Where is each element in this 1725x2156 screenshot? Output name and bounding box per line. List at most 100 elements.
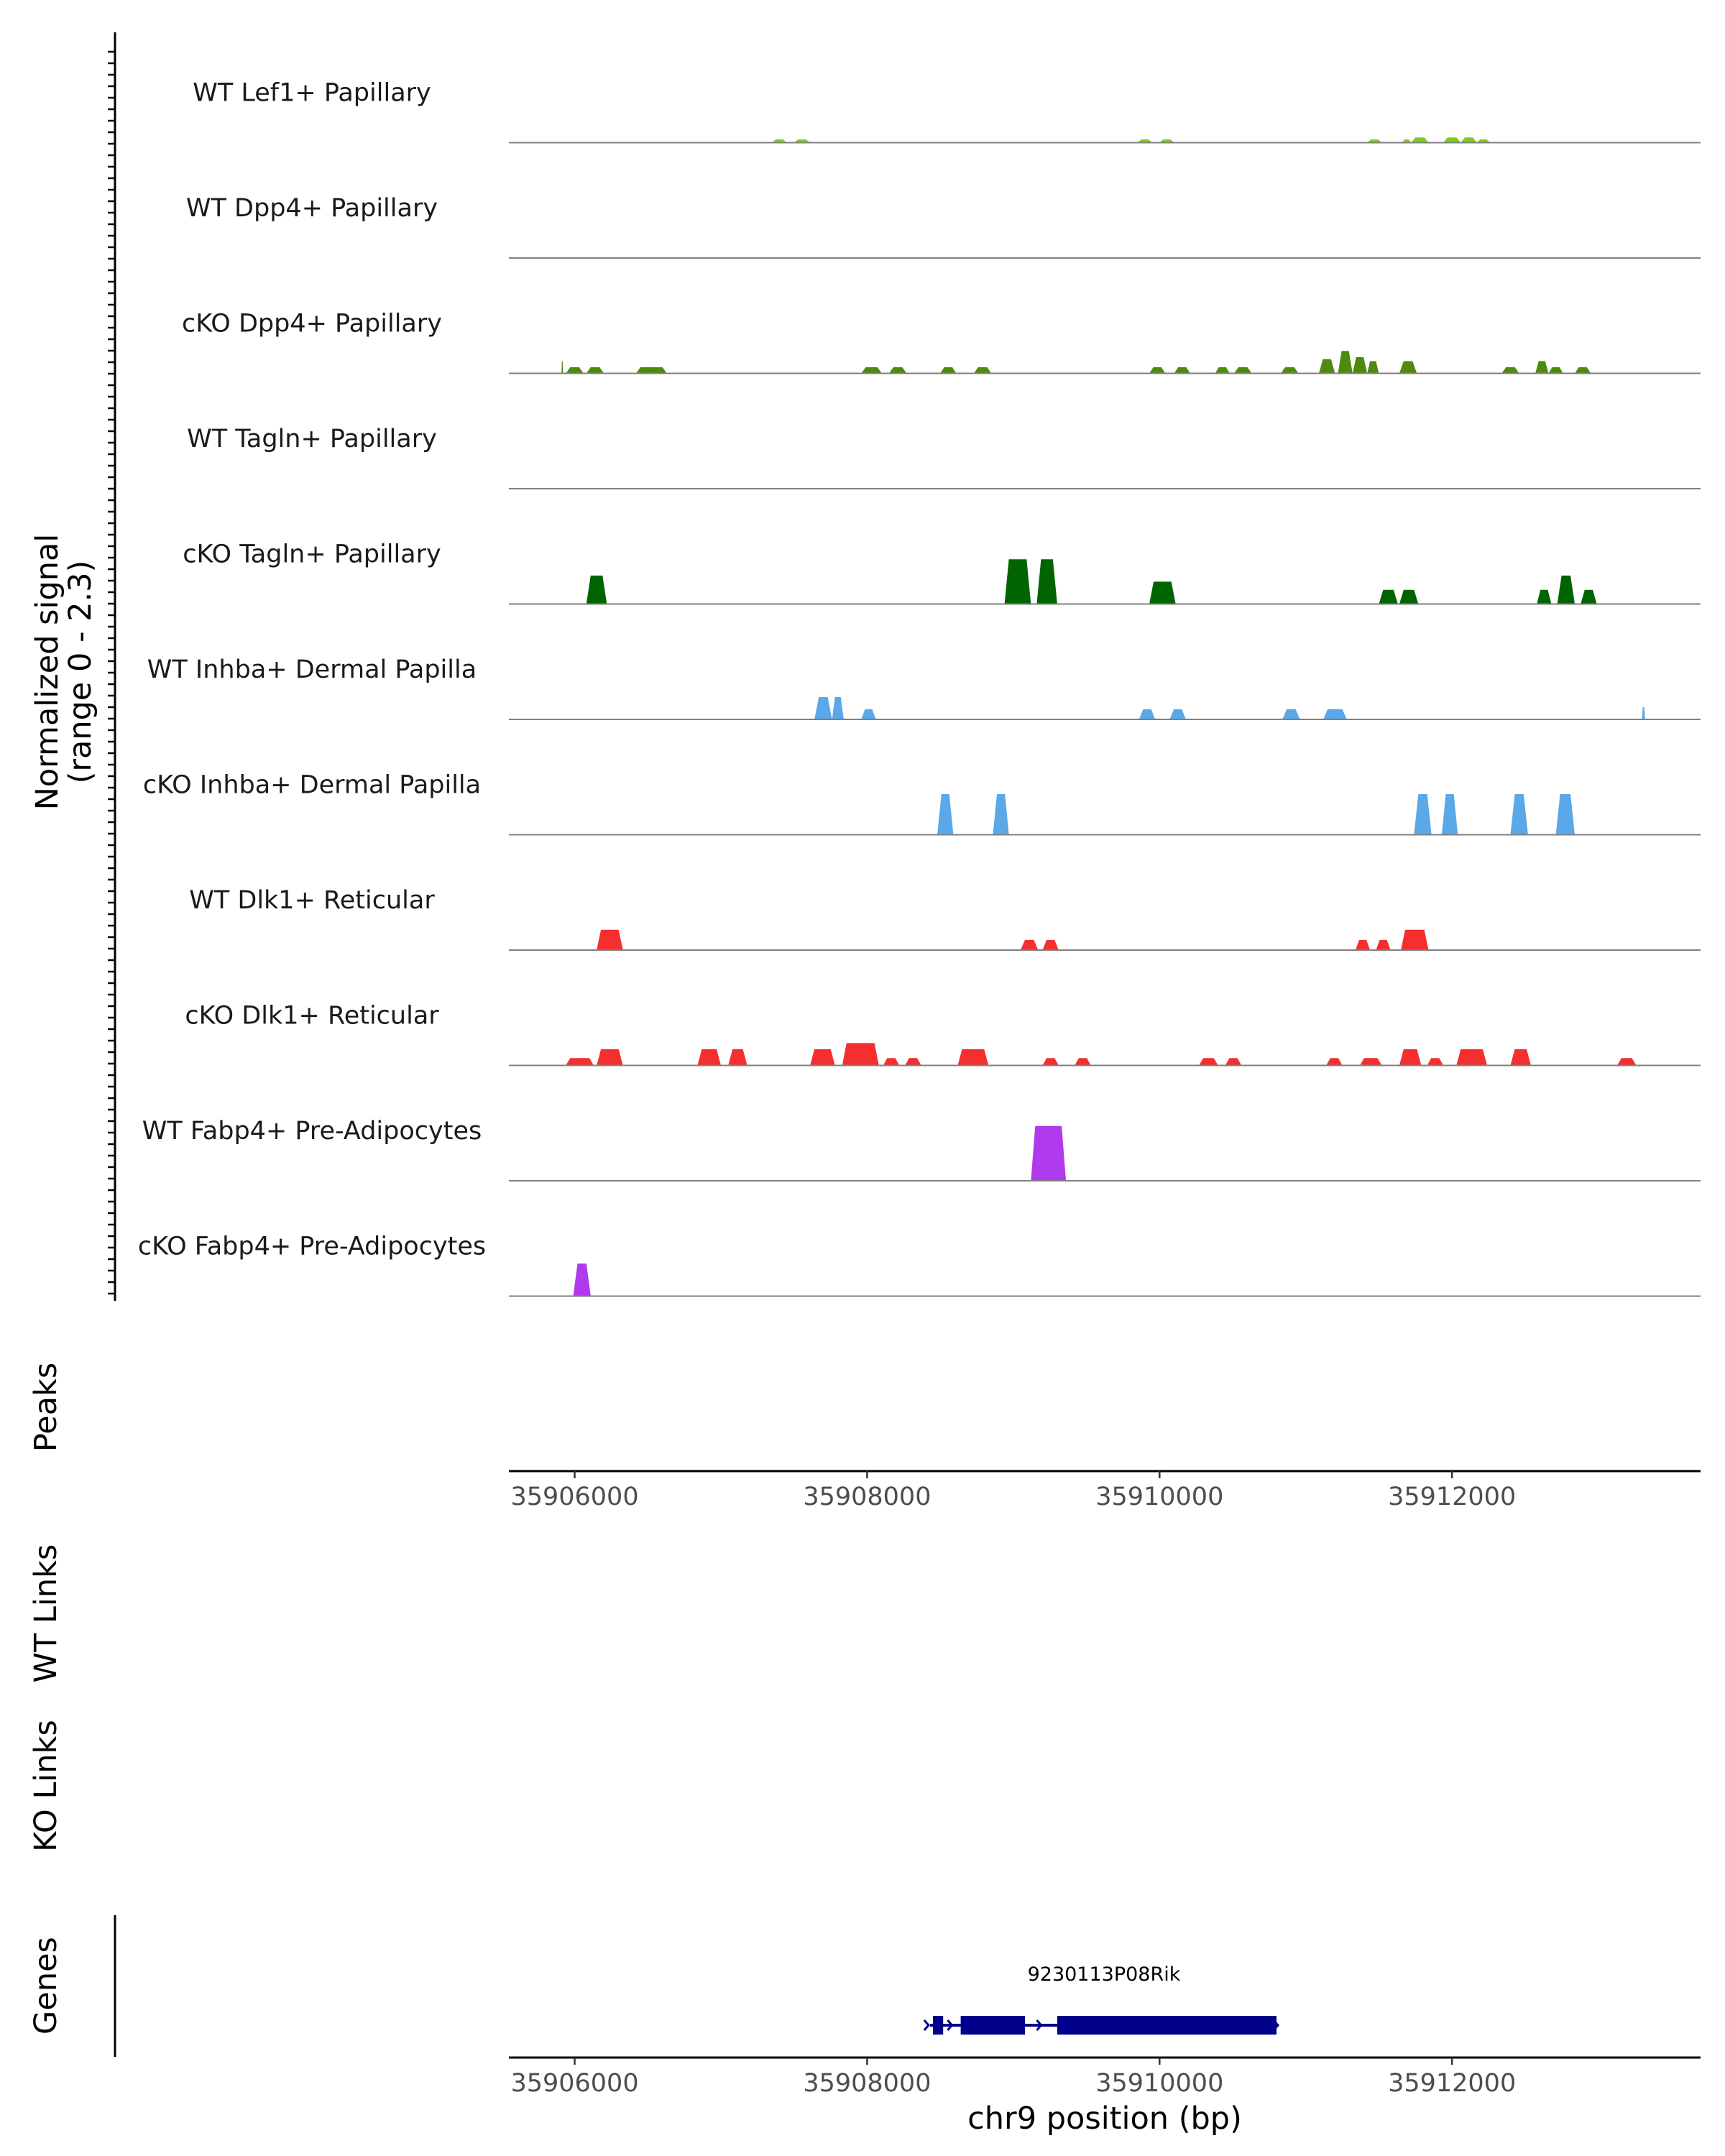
coverage-peak: [1379, 589, 1398, 604]
track-label: WT Lef1+ Papillary: [193, 79, 431, 108]
track-label: WT Dpp4+ Papillary: [186, 194, 438, 223]
strand-arrow: [947, 2019, 954, 2031]
coverage-peak: [937, 794, 954, 835]
genes-section-label: Genes: [28, 1937, 64, 2035]
coverage-peak: [1282, 709, 1300, 719]
coverage-peak: [888, 367, 907, 374]
coverage-peak: [1215, 367, 1230, 374]
coverage-peak: [1149, 581, 1176, 604]
coverage-peak: [1537, 589, 1552, 604]
coverage-peak: [1456, 1049, 1487, 1066]
track-8: cKO Dlk1+ Reticular: [185, 1002, 1701, 1067]
coverage-peak: [1174, 367, 1190, 374]
coverage-peak: [1617, 1058, 1637, 1066]
x-tick-label: 35908000: [803, 1483, 931, 1511]
coverage-peak: [772, 139, 787, 143]
signal-axis-label: Normalized signal: [29, 534, 65, 811]
track-label: WT Tagln+ Papillary: [187, 425, 437, 453]
track-label: cKO Dlk1+ Reticular: [185, 1002, 439, 1031]
coverage-peak: [1360, 1058, 1382, 1066]
track-6: cKO Inhba+ Dermal Papilla: [143, 771, 1701, 836]
coverage-peak: [1323, 709, 1347, 719]
coverage-peak: [1411, 137, 1429, 143]
coverage-peak: [1427, 1058, 1443, 1066]
genes-x-axis: 35906000 35908000 35910000 35912000: [509, 2056, 1701, 2098]
coverage-peak: [728, 1049, 748, 1066]
coverage-peak: [1199, 1058, 1218, 1066]
peaks-x-axis: 35906000 35908000 35910000 35912000: [509, 1470, 1701, 1511]
coverage-peak: [1042, 1058, 1059, 1066]
track-3: WT Tagln+ Papillary: [187, 425, 1701, 489]
wt-links-section-label: WT Links: [28, 1544, 64, 1683]
track-1: WT Dpp4+ Papillary: [186, 194, 1701, 259]
track-label: cKO Tagln+ Papillary: [183, 540, 441, 569]
x-tick-label: 35910000: [1095, 1483, 1223, 1511]
peaks-section-label: Peaks: [28, 1363, 64, 1452]
coverage-peak: [1581, 589, 1597, 604]
track-label: WT Inhba+ Dermal Papilla: [147, 655, 477, 684]
x-tick-label: 35906000: [510, 2069, 638, 2098]
coverage-peak: [1367, 139, 1382, 143]
track-10: cKO Fabp4+ Pre-Adipocytes: [138, 1233, 1701, 1297]
signal-y-axis-ticks: [108, 50, 115, 1295]
coverage-peak: [1401, 929, 1429, 950]
coverage-peak: [1441, 794, 1458, 835]
coverage-peak: [973, 367, 992, 374]
coverage-peak: [1399, 589, 1419, 604]
coverage-peak: [1137, 139, 1153, 143]
coverage-peak: [814, 696, 832, 719]
coverage-peak: [1501, 367, 1519, 374]
coverage-peak: [1138, 709, 1156, 719]
coverage-peak: [1355, 939, 1371, 950]
coverage-peak: [597, 929, 623, 950]
coverage-peak: [1036, 559, 1057, 604]
strand-arrow: [1272, 2019, 1280, 2031]
coverage-peak: [1510, 1049, 1531, 1066]
coverage-peak: [1414, 794, 1432, 835]
coverage-peak: [561, 361, 564, 374]
coverage-peak: [842, 1043, 879, 1066]
x-tick-label: 35910000: [1095, 2069, 1223, 2098]
strand-arrow: [923, 2019, 930, 2031]
x-tick-label: 35908000: [803, 2069, 931, 2098]
coverage-peak: [794, 139, 811, 143]
coverage-peak: [697, 1049, 721, 1066]
gene-name-label: 9230113P08Rik: [1028, 1963, 1181, 1986]
coverage-peak: [586, 367, 604, 374]
track-4: cKO Tagln+ Papillary: [183, 540, 1701, 605]
x-tick-label: 35912000: [1388, 1483, 1516, 1511]
coverage-peak: [832, 696, 844, 719]
coverage-peak: [636, 367, 667, 374]
coverage-peak: [1476, 139, 1491, 143]
track-7: WT Dlk1+ Reticular: [189, 886, 1701, 951]
coverage-peak: [883, 1058, 900, 1066]
coverage-peak: [573, 1263, 591, 1296]
coverage-peak: [1460, 137, 1477, 143]
track-2: cKO Dpp4+ Papillary: [182, 310, 1701, 374]
coverage-peak: [1281, 367, 1299, 374]
ko-links-section-label: KO Links: [28, 1720, 64, 1852]
coverage-peak: [1352, 356, 1368, 374]
track-label: WT Dlk1+ Reticular: [189, 886, 435, 915]
gene-exon: [960, 2016, 1026, 2035]
coverage-peak: [1548, 367, 1563, 374]
coverage-peak: [1642, 707, 1645, 719]
x-tick-label: 35906000: [510, 1483, 638, 1511]
coverage-peak: [810, 1049, 835, 1066]
coverage-peak: [940, 367, 957, 374]
coverage-peak: [1149, 367, 1166, 374]
coverage-peak: [861, 367, 882, 374]
track-9: WT Fabp4+ Pre-Adipocytes: [142, 1117, 1701, 1181]
signal-axis-sublabel: (range 0 - 2.3): [63, 561, 98, 784]
coverage-peak: [1402, 139, 1412, 143]
coverage-peak: [566, 1058, 594, 1066]
signal-y-axis: [108, 32, 116, 1301]
coverage-peak: [1555, 794, 1575, 835]
track-label: cKO Fabp4+ Pre-Adipocytes: [138, 1233, 486, 1261]
coverage-peak: [1376, 939, 1391, 950]
coverage-peak: [1042, 939, 1059, 950]
coverage-peak: [1075, 1058, 1091, 1066]
coverage-peak: [1159, 139, 1174, 143]
coverage-peak: [1031, 1125, 1067, 1181]
